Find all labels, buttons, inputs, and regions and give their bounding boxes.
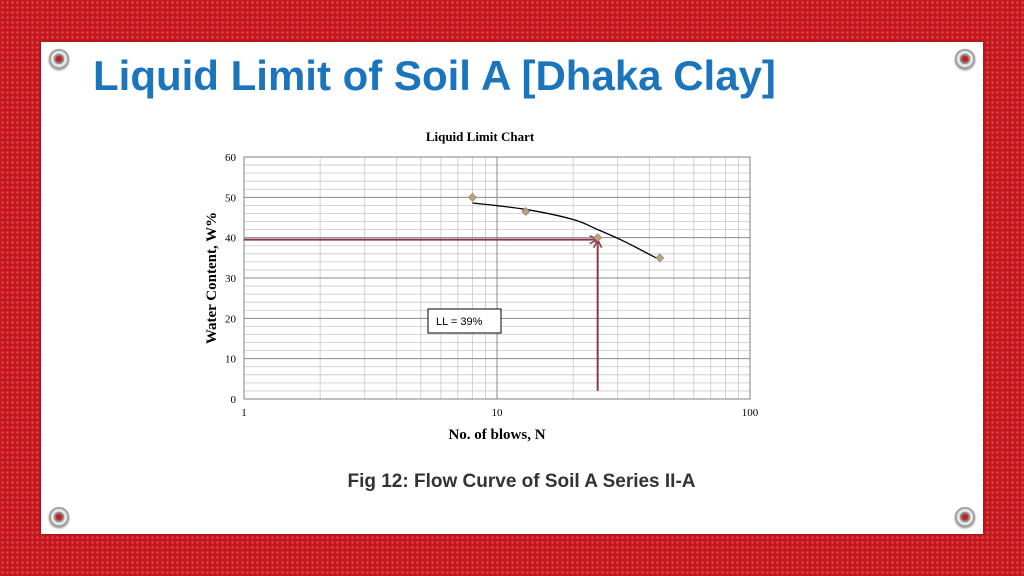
x-tick-label: 10 [492,407,504,419]
y-tick-label: 10 [225,354,237,366]
ll-annotation-text: LL = 39% [436,316,483,328]
data-point-marker [521,207,531,216]
pin-bottom-right [955,507,975,527]
x-axis-label: No. of blows, N [448,427,545,443]
x-tick-labels: 1 10 100 [241,407,759,419]
y-tick-label: 0 [231,394,237,406]
y-tick-label: 50 [225,192,237,204]
figure-caption: Fig 12: Flow Curve of Soil A Series II-A [347,471,696,492]
pin-top-left [49,49,69,69]
y-tick-label: 60 [225,152,237,164]
slide-title: Liquid Limit of Soil A [Dhaka Clay] [93,52,776,99]
slide-board [41,42,983,534]
ll-arrows [244,240,598,391]
data-points [468,192,665,263]
y-axis-label: Water Content, W% [204,212,220,344]
plot-area [243,156,751,400]
ll-annotation-box [427,308,502,334]
data-point-marker [655,253,665,263]
y-tick-label: 40 [225,233,237,245]
chart-title: Liquid Limit Chart [426,129,535,144]
x-tick-label: 100 [742,407,759,419]
flow-curve [472,202,661,261]
x-tick-label: 1 [241,407,247,419]
pin-top-right [955,49,975,69]
y-tick-labels: 0 10 20 30 40 50 60 [225,152,237,406]
data-point-marker [593,233,603,243]
ll-annotation: LL = 39% [427,308,502,334]
data-point-marker [468,192,477,202]
y-tick-label: 30 [225,273,237,285]
y-tick-label: 20 [225,313,237,325]
pin-bottom-left [49,507,69,527]
